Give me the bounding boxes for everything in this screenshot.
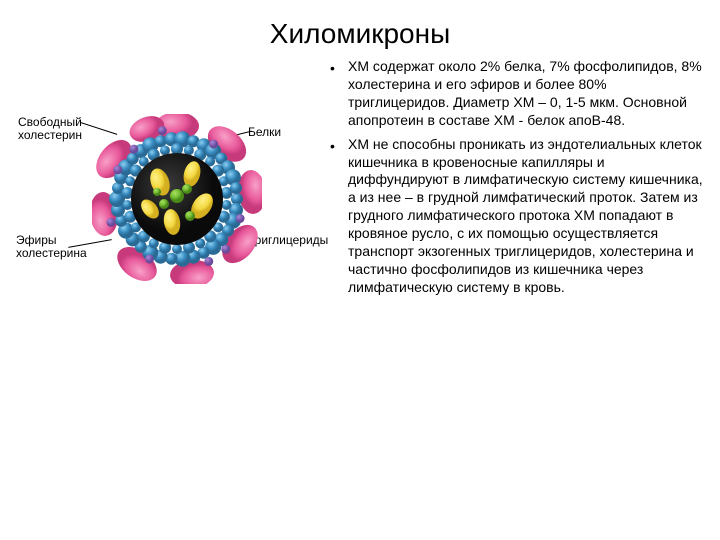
bullet-item: • ХМ не способны проникать из эндотелиал… (330, 136, 708, 297)
bullet-text: ХМ не способны проникать из эндотелиальн… (348, 136, 708, 297)
chylomicron-diagram: Свободный холестерин Белки Эфиры холесте… (12, 88, 312, 368)
content-area: Свободный холестерин Белки Эфиры холесте… (0, 58, 720, 368)
bullet-text: ХМ содержат около 2% белка, 7% фосфолипи… (348, 58, 708, 130)
bullet-item: • ХМ содержат около 2% белка, 7% фосфоли… (330, 58, 708, 130)
bullet-marker: • (330, 58, 348, 130)
text-column: • ХМ содержат около 2% белка, 7% фосфоли… (322, 58, 708, 368)
bullet-marker: • (330, 136, 348, 297)
label-cholesterol-esters: Эфиры холестерина (16, 234, 96, 260)
page-title: Хиломикроны (0, 0, 720, 58)
label-free-cholesterol: Свободный холестерин (18, 116, 98, 142)
diagram-column: Свободный холестерин Белки Эфиры холесте… (12, 58, 322, 368)
chylomicron-particle-icon (92, 114, 262, 284)
